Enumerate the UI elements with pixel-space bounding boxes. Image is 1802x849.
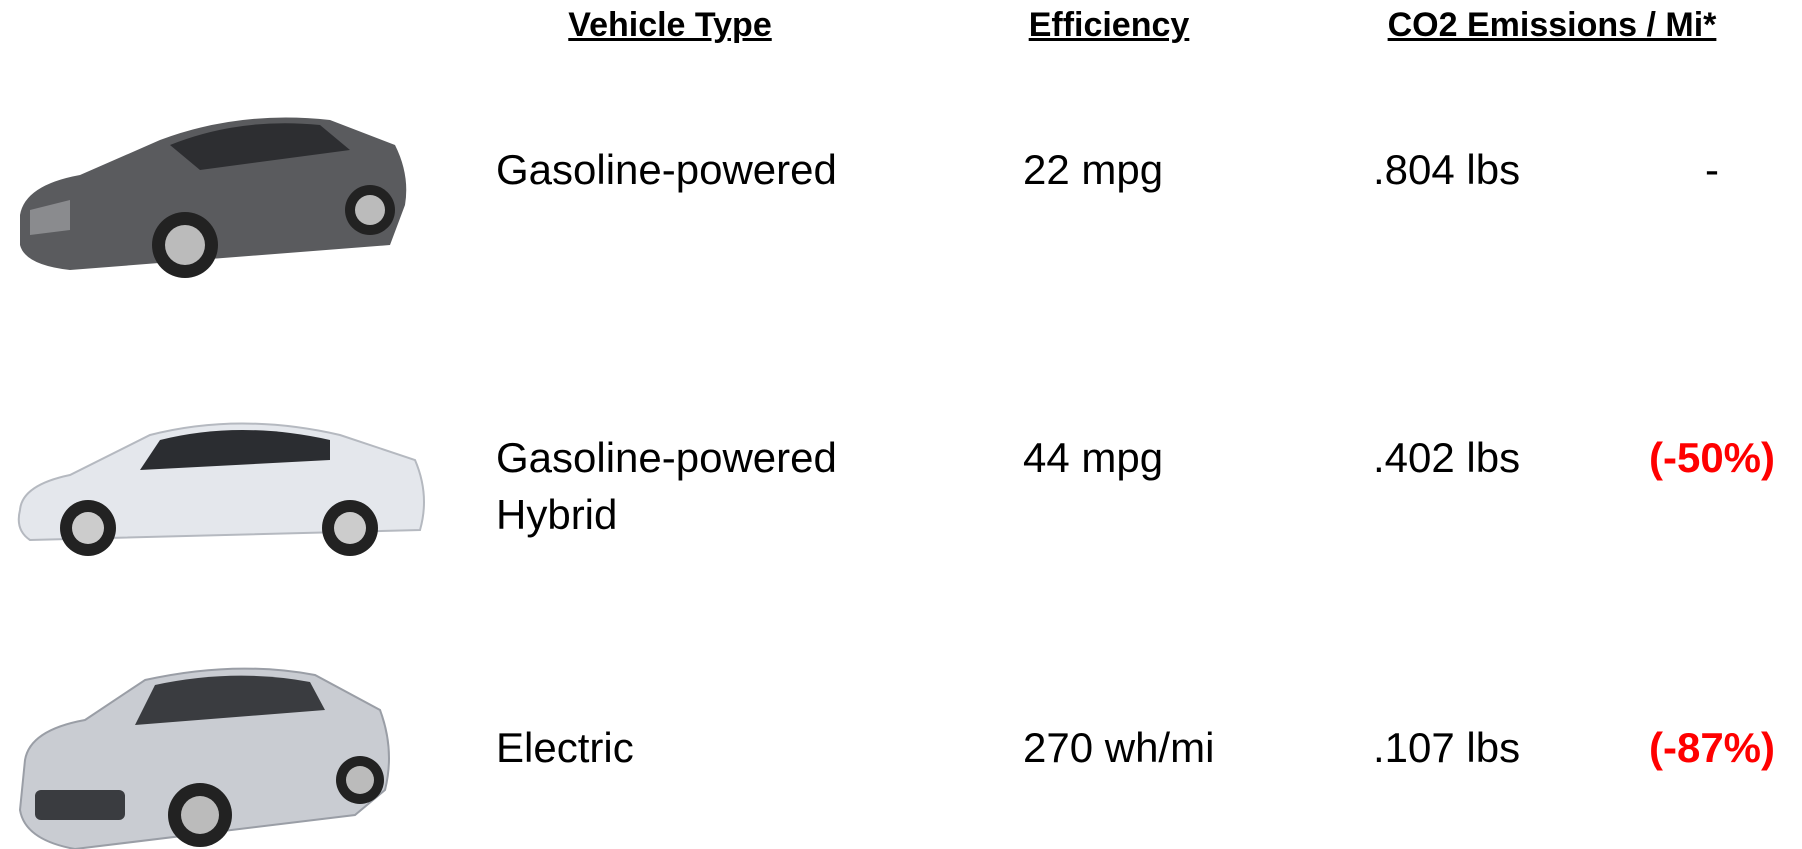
car-hybrid (10, 400, 430, 565)
emissions: .107 lbs (1373, 719, 1520, 776)
emissions: .804 lbs (1373, 141, 1520, 198)
emissions: .402 lbs (1373, 429, 1520, 486)
vehicle-type: Electric (496, 719, 896, 776)
emissions-change: - (1705, 141, 1719, 198)
vehicle-type: Gasoline-powered (496, 141, 896, 198)
car-sedan (10, 95, 410, 285)
efficiency: 22 mpg (1023, 141, 1163, 198)
efficiency: 44 mpg (1023, 429, 1163, 486)
header-emissions: CO2 Emissions / Mi* (1388, 0, 1717, 50)
header-vehicle-type: Vehicle Type (568, 0, 771, 50)
emissions-change: (-50%) (1649, 429, 1775, 486)
header-efficiency: Efficiency (1029, 0, 1190, 50)
car-electric (15, 650, 395, 849)
emissions-change: (-87%) (1649, 719, 1775, 776)
vehicle-type: Gasoline-powered Hybrid (496, 429, 896, 543)
slide: {"header": {"vehicle_type": "Vehicle Typ… (0, 0, 1802, 849)
efficiency: 270 wh/mi (1023, 719, 1214, 776)
